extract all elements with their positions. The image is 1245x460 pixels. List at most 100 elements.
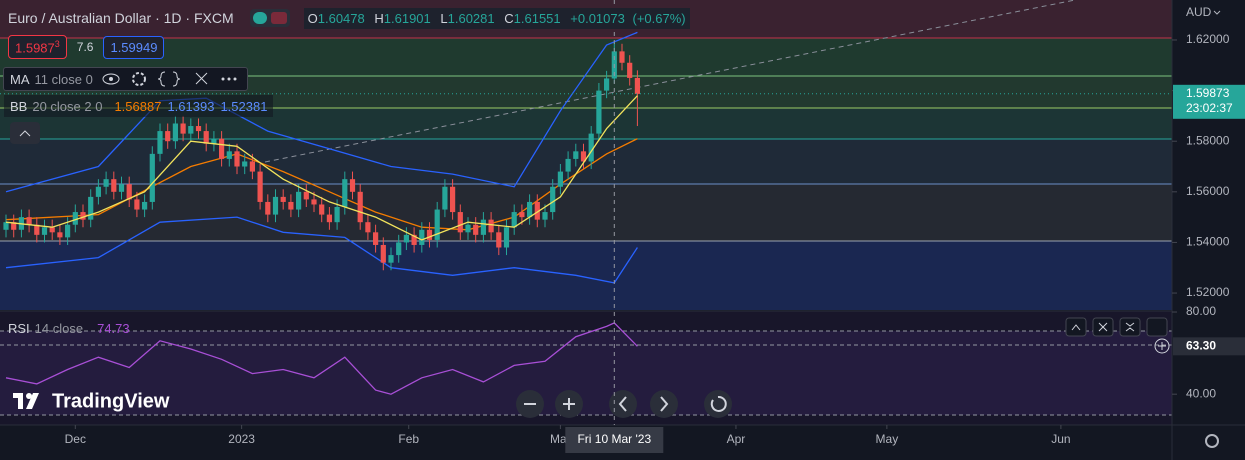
- candle-body: [49, 227, 55, 233]
- candle-body: [565, 158, 571, 172]
- pane-up[interactable]: [1065, 317, 1087, 337]
- indicator-name: RSI: [8, 320, 30, 336]
- icon: [1071, 322, 1135, 332]
- candle-body: [573, 151, 579, 159]
- pane-maximize[interactable]: [1146, 317, 1168, 337]
- scroll-left[interactable]: [609, 390, 637, 418]
- crosshair-tag: [565, 427, 664, 453]
- trend-line: [264, 0, 1076, 163]
- candle-body: [219, 138, 225, 159]
- scroll-right[interactable]: [650, 390, 678, 418]
- candle-body: [365, 222, 371, 233]
- candle-body: [80, 212, 86, 220]
- change-pct: (+0.67%): [632, 10, 686, 26]
- source-icon[interactable]: [157, 71, 180, 87]
- spread: 7.6: [76, 40, 94, 55]
- x-tick-label: Apr: [727, 432, 746, 446]
- rsi-legend[interactable]: RSI 14 close 74.73: [8, 320, 130, 336]
- candle-body: [211, 138, 217, 144]
- candle-body: [226, 151, 232, 159]
- add-icon[interactable]: [1154, 338, 1170, 354]
- candle-body: [288, 201, 294, 210]
- x-tick-label: May: [876, 432, 899, 446]
- change: +0.01073: [570, 10, 625, 26]
- candle-body: [488, 219, 494, 233]
- candle-body: [41, 227, 48, 235]
- candle-body: [357, 191, 363, 223]
- status-icon: [270, 12, 287, 24]
- settings-icon[interactable]: [1205, 434, 1219, 448]
- sell-price: 1.5987: [15, 40, 55, 56]
- rsi-last-tag: [1173, 337, 1245, 356]
- last-price-label: 1.59873: [1186, 86, 1230, 100]
- candle-body: [65, 224, 71, 238]
- sell-button[interactable]: 1.59873: [8, 35, 67, 60]
- gear-icon[interactable]: [131, 72, 146, 86]
- candle-body: [603, 78, 610, 91]
- candle-body: [588, 133, 594, 162]
- candle-body: [118, 184, 125, 192]
- icon: [19, 130, 31, 137]
- header: Euro / Australian Dollar · 1D · FXCM O1.…: [8, 6, 690, 30]
- price-axis: [1172, 0, 1245, 425]
- candle-body: [526, 201, 533, 218]
- icon: [227, 77, 231, 81]
- reset[interactable]: [704, 390, 732, 418]
- candle-body: [349, 179, 356, 192]
- indicator-params: 14 close: [34, 320, 84, 336]
- candle-body: [396, 242, 402, 256]
- candle-body: [634, 77, 640, 94]
- y-tick-label: 1.54000: [1186, 235, 1230, 249]
- candle-body: [134, 199, 140, 210]
- candle-body: [157, 131, 163, 154]
- candle-body: [188, 126, 194, 134]
- candle-body: [550, 186, 556, 213]
- bb-legend[interactable]: BB 20 close 2 0 1.56887 1.61393 1.52381: [4, 95, 274, 117]
- more-icon[interactable]: [221, 77, 225, 81]
- x-tick-label: 2023: [228, 432, 255, 446]
- rsi-tick-label: 80.00: [1186, 304, 1216, 318]
- indicator-value: 1.56887: [114, 98, 162, 114]
- last-price-tag: [1173, 84, 1245, 119]
- ohlc-value: 1.60281: [447, 10, 495, 26]
- icon: [108, 77, 113, 81]
- buy-button[interactable]: 1.59949: [103, 35, 165, 59]
- candle-body: [303, 191, 309, 200]
- icon: [19, 130, 31, 137]
- pane-buttons: [1065, 317, 1170, 354]
- candle-body: [580, 151, 587, 162]
- candle-body: [426, 229, 433, 240]
- ohlc-label: L: [440, 10, 448, 26]
- remove-icon[interactable]: [195, 72, 208, 85]
- eye-icon[interactable]: [102, 73, 120, 85]
- candle-body: [403, 234, 410, 243]
- candle-body: [72, 212, 78, 225]
- candle-body: [142, 201, 148, 210]
- status-dot: [252, 12, 267, 24]
- candle-body: [388, 255, 394, 263]
- icon: [563, 398, 575, 410]
- candle-body: [373, 232, 379, 245]
- candle-body: [496, 232, 502, 248]
- symbol-title[interactable]: Euro / Australian Dollar · 1D · FXCM: [8, 10, 234, 26]
- candle-body: [449, 186, 456, 213]
- status-pill: [249, 9, 290, 27]
- zone: [0, 241, 1172, 310]
- indicator-name: BB: [10, 98, 28, 114]
- candle-body: [557, 171, 563, 187]
- collapse-button[interactable]: [10, 122, 40, 144]
- icon: [618, 396, 627, 412]
- ma-legend[interactable]: MA 11 close 0: [3, 67, 248, 91]
- rsi-line: [5, 322, 638, 395]
- legend-icons: [102, 71, 237, 87]
- candle-body: [380, 244, 386, 263]
- pane-collapse[interactable]: [1119, 317, 1141, 337]
- candle-body: [419, 229, 425, 245]
- candle-body: [619, 51, 625, 63]
- candle-body: [326, 214, 333, 223]
- currency-label[interactable]: AUD: [1186, 5, 1212, 19]
- ohlc-label: H: [374, 10, 384, 26]
- x-tick-label: Dec: [65, 432, 86, 446]
- icon: [1158, 342, 1166, 350]
